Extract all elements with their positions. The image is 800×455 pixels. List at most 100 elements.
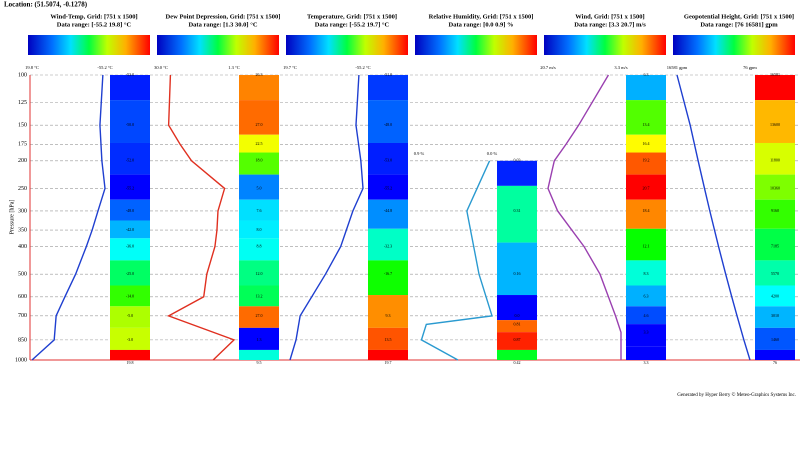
x-range-label: 19.8 °C [25, 65, 39, 70]
panel-subtitle: Data range: [-55.2 19.7] °C [315, 21, 390, 28]
column-value-label: -3.0 [127, 337, 133, 342]
y-tick-label: 500 [18, 272, 27, 278]
column-value-label: 3.3 [644, 360, 649, 365]
column-cell [626, 228, 666, 261]
column-cell [110, 220, 150, 239]
column-cell [110, 327, 150, 350]
column-cell [755, 260, 795, 286]
panel-title: Wind-Temp, Grid: [751 x 1500] [50, 13, 137, 20]
column-value-label: -53.0 [384, 158, 392, 163]
x-range-label: 16581 gpm [667, 65, 688, 70]
column-value-label: 12.1 [643, 244, 650, 249]
y-tick-label: 400 [18, 244, 27, 250]
column-cell [239, 220, 279, 239]
colorbar [544, 35, 666, 55]
column-cell [755, 285, 795, 307]
column-cell [110, 306, 150, 328]
column-value-label: 0.0 [515, 313, 520, 318]
x-range-label: -55.2 °C [355, 65, 370, 70]
profile-line [31, 74, 106, 361]
profile-line [676, 74, 751, 361]
column-value-label: 3010 [771, 313, 779, 318]
column-cell [239, 152, 279, 175]
column-value-label: -53.0 [126, 72, 134, 77]
column-cell [239, 285, 279, 307]
column-value-label: 16.4 [643, 141, 650, 146]
y-tick-label: 300 [18, 208, 27, 214]
y-tick-label: 1000 [15, 357, 27, 363]
column-cell [110, 260, 150, 286]
column-value-label: 5570 [771, 271, 779, 276]
column-cell [368, 260, 408, 296]
column-value-label: 13.2 [256, 294, 263, 299]
profile-line [420, 160, 493, 361]
y-tick-label: 600 [18, 294, 27, 300]
x-range-label: 20.7 m/s [540, 65, 556, 70]
column-value-label: 8.8 [257, 244, 262, 249]
column-value-label: 9160 [771, 208, 779, 213]
column-cell [110, 174, 150, 200]
column-value-label: 5.0 [257, 185, 262, 190]
column-value-label: 0.31 [514, 208, 521, 213]
column-cell [239, 306, 279, 328]
column-cell [497, 160, 537, 186]
column-value-label: -52.0 [126, 158, 134, 163]
panel-title: Geopotential Height, Grid: [751 x 1500] [684, 13, 794, 20]
column-value-label: 13.4 [643, 122, 650, 127]
column-cell [626, 324, 666, 347]
panel-title: Wind, Grid: [751 x 1500] [575, 13, 644, 20]
footer: Generated by Hyper Berry © Meteo-Graphic… [677, 392, 796, 398]
panel-subtitle: Data range: [3.3 20.7] m/s [574, 21, 646, 28]
column-cell [497, 185, 537, 243]
x-range-label: 3.3 m/s [614, 65, 628, 70]
column-value-label: -48.0 [384, 122, 392, 127]
column-value-label: 19.8 [127, 360, 134, 365]
column-cell [626, 285, 666, 307]
column-cell [239, 349, 279, 360]
column-cell [239, 327, 279, 350]
column-cell [626, 199, 666, 229]
column-value-label: 4.6 [644, 313, 649, 318]
colorbar [415, 35, 537, 55]
column-cell [110, 349, 150, 360]
column-value-label: 0.87 [514, 337, 521, 342]
column-value-label: 6.3 [644, 72, 649, 77]
column-value-label: 7.6 [257, 208, 262, 213]
column-value-label: 0.03 [514, 158, 521, 163]
column-value-label: 3.3 [644, 329, 649, 334]
column-cell [368, 349, 408, 360]
column-value-label: 11800 [770, 158, 780, 163]
colorbar [28, 35, 150, 55]
profile-line [547, 74, 622, 360]
column-value-label: 18.4 [643, 208, 650, 213]
column-cell [368, 174, 408, 200]
y-tick-label: 125 [18, 100, 27, 106]
column-cell [239, 174, 279, 200]
column-value-label: 19.7 [385, 360, 392, 365]
column-cell [626, 306, 666, 325]
column-cell [239, 134, 279, 153]
column-cell [755, 327, 795, 350]
column-value-label: 26.3 [256, 72, 263, 77]
column-value-label: 0.42 [514, 360, 521, 365]
column-cell [755, 142, 795, 175]
column-value-label: 8.0 [257, 227, 262, 232]
y-tick-label: 850 [18, 337, 27, 343]
y-tick-label: 700 [18, 313, 27, 319]
colorbar [673, 35, 795, 55]
x-range-label: -55.2 °C [97, 65, 112, 70]
column-value-label: 76 [773, 360, 777, 365]
panel-title: Temperature, Grid: [751 x 1500] [307, 13, 397, 20]
column-cell [110, 100, 150, 143]
column-cell [239, 238, 279, 261]
profile-line [166, 74, 236, 361]
column-cell [497, 332, 537, 350]
column-cell [755, 75, 795, 101]
x-range-label: 0.9 % [414, 151, 425, 156]
column-value-label: 6.3 [644, 294, 649, 299]
column-cell [755, 228, 795, 261]
column-cell [755, 174, 795, 200]
column-value-label: -50.0 [126, 122, 134, 127]
column-cell [239, 100, 279, 135]
